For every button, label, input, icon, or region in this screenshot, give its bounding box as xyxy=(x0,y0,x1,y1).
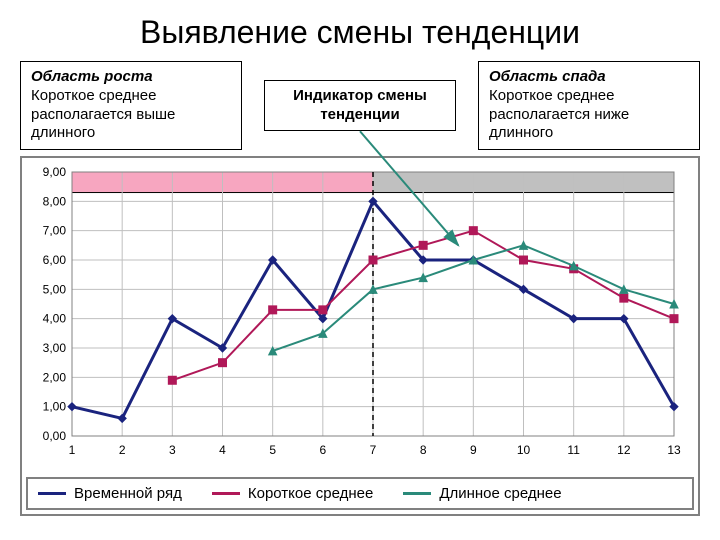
svg-text:3: 3 xyxy=(169,443,176,457)
legend-label: Временной ряд xyxy=(74,485,182,502)
svg-text:8: 8 xyxy=(420,443,427,457)
legend-swatch xyxy=(38,492,66,495)
legend-item: Короткое среднее xyxy=(212,485,373,502)
box-growth: Область роста Короткое среднее располага… xyxy=(20,61,242,150)
legend-label: Длинное среднее xyxy=(439,485,561,502)
svg-text:0,00: 0,00 xyxy=(43,429,67,443)
box-indicator: Индикатор смены тенденции xyxy=(264,80,456,132)
legend-item: Временной ряд xyxy=(38,485,182,502)
svg-text:12: 12 xyxy=(617,443,631,457)
svg-text:7: 7 xyxy=(370,443,377,457)
info-boxes: Область роста Короткое среднее располага… xyxy=(20,61,700,150)
svg-text:5,00: 5,00 xyxy=(43,282,67,296)
legend-label: Короткое среднее xyxy=(248,485,373,502)
svg-text:13: 13 xyxy=(667,443,681,457)
box-decline: Область спада Короткое среднее располага… xyxy=(478,61,700,150)
svg-text:5: 5 xyxy=(269,443,276,457)
svg-text:2: 2 xyxy=(119,443,126,457)
svg-text:9,00: 9,00 xyxy=(43,165,67,179)
svg-text:7,00: 7,00 xyxy=(43,224,67,238)
svg-text:9: 9 xyxy=(470,443,477,457)
legend-swatch xyxy=(403,492,431,495)
box-decline-header: Область спада xyxy=(489,68,606,85)
chart-container: 0,00 1,00 2,00 3,00 4,00 5,00 6,00 7,00 8,00 9,00… xyxy=(20,156,700,516)
legend-item: Длинное среднее xyxy=(403,485,561,502)
box-indicator-text: Индикатор смены тенденции xyxy=(293,87,427,123)
svg-text:6: 6 xyxy=(319,443,326,457)
svg-text:8,00: 8,00 xyxy=(43,194,67,208)
legend-swatch xyxy=(212,492,240,495)
svg-text:2,00: 2,00 xyxy=(43,370,67,384)
svg-text:1,00: 1,00 xyxy=(43,400,67,414)
page-title: Выявление смены тенденции xyxy=(20,14,700,51)
box-decline-text: Короткое среднее располагается ниже длин… xyxy=(489,87,629,142)
svg-text:4,00: 4,00 xyxy=(43,312,67,326)
svg-text:3,00: 3,00 xyxy=(43,341,67,355)
svg-text:10: 10 xyxy=(517,443,531,457)
box-growth-header: Область роста xyxy=(31,68,153,85)
svg-text:6,00: 6,00 xyxy=(43,253,67,267)
svg-text:11: 11 xyxy=(567,443,580,457)
chart-legend: Временной ряд Короткое среднее Длинное сре… xyxy=(26,477,694,510)
box-growth-text: Короткое среднее располагается выше длин… xyxy=(31,87,175,142)
line-chart: 0,00 1,00 2,00 3,00 4,00 5,00 6,00 7,00 8,00 9,00… xyxy=(26,162,686,462)
svg-text:1: 1 xyxy=(69,443,76,457)
svg-text:4: 4 xyxy=(219,443,226,457)
